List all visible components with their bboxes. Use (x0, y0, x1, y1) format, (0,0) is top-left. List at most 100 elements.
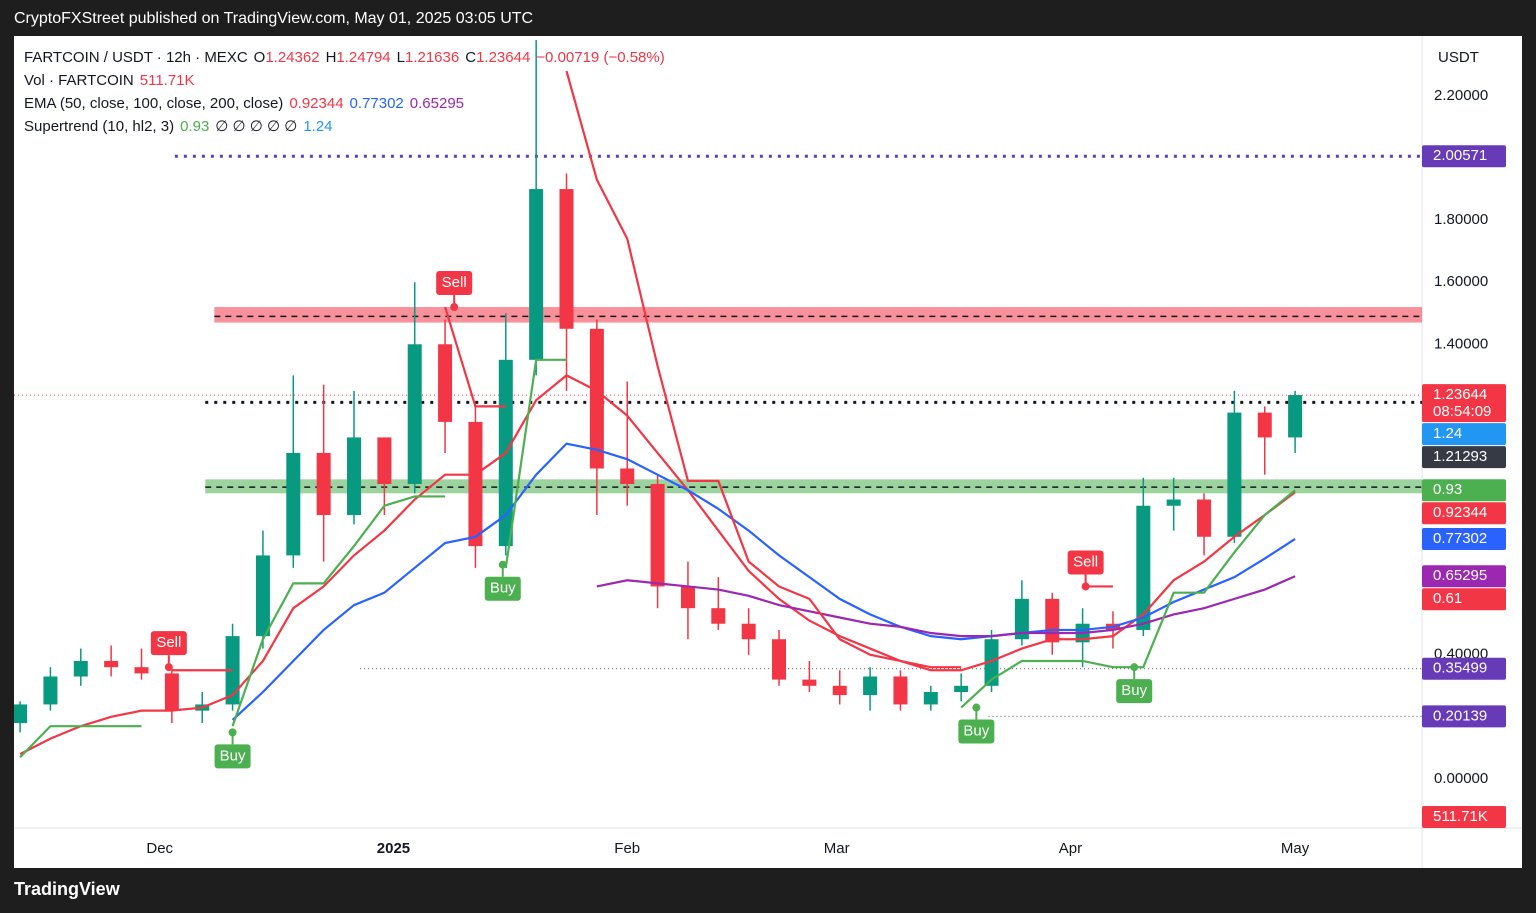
price-badge (1422, 384, 1506, 423)
signal-badge (150, 631, 187, 656)
plot: Sell Buy Sell Buy Buy Sell Buy (14, 40, 1422, 769)
candle-body (589, 328, 604, 469)
logo: TradingView (14, 879, 120, 899)
indicator-value: ∅ ∅ ∅ ∅ ∅ (215, 118, 298, 135)
candle-body (1136, 505, 1151, 630)
legend-row: Vol · FARTCOIN 511.71K (24, 69, 671, 92)
candle-body (620, 468, 635, 485)
chart-background (14, 36, 1522, 868)
volume-badge (1422, 806, 1506, 828)
price-badge-label: 0.20139 (1433, 707, 1487, 724)
candle-body (1288, 395, 1303, 438)
candle-body (893, 676, 908, 705)
signal-badge (1067, 550, 1104, 575)
legend-row: EMA (50, close, 100, close, 200, close) 0… (24, 92, 671, 115)
symbol: FARTCOIN / USDT · 12h · MEXC (24, 49, 248, 66)
candle-body (954, 685, 969, 693)
ohlc-value: 1.24362 (265, 49, 320, 66)
candle-body (468, 421, 483, 547)
indicator-name: EMA (50, close, 100, close, 200, close) (24, 95, 284, 112)
candle-body (650, 484, 665, 587)
signal-point (450, 303, 459, 312)
signal-point (972, 703, 981, 712)
signal-label: Buy (963, 723, 989, 740)
indicator-line (19, 725, 142, 758)
price-badge-label: 1.23644 (1433, 386, 1487, 403)
y-tick-label: 1.80000 (1434, 211, 1488, 228)
signal-label: Buy (220, 747, 246, 764)
indicator-line (565, 70, 962, 669)
candle-body (984, 639, 999, 686)
publisher-note: CryptoFXStreet published on TradingView.… (14, 10, 534, 27)
candle-body (529, 189, 544, 360)
candle-body (104, 660, 119, 668)
candle-body (559, 189, 574, 329)
indicator-line (19, 374, 1296, 756)
candle-body (680, 586, 695, 609)
price-badge-label: 0.35499 (1433, 660, 1487, 677)
signal-label: Sell (156, 634, 181, 651)
candle-body (1257, 412, 1272, 438)
indicator-value: 0.93 (180, 118, 210, 135)
price-badge-label: 0.92344 (1433, 504, 1487, 521)
signal-badge (958, 719, 995, 744)
ohlc-key: L (396, 49, 405, 66)
price-badge (1422, 446, 1506, 469)
signal-label: Buy (1121, 682, 1147, 699)
signal-badge (436, 271, 473, 296)
candle-body (1197, 499, 1212, 537)
signal-label: Sell (442, 274, 467, 291)
candle-body (164, 673, 179, 711)
indicator-name: Vol · FARTCOIN (24, 72, 134, 89)
indicator-line (504, 358, 567, 568)
price-badge-label: 2.00571 (1433, 147, 1487, 164)
indicator-line (231, 495, 446, 727)
candle-body (923, 692, 938, 705)
price-badge-label: 1.21293 (1433, 448, 1487, 465)
candle-body (1014, 598, 1029, 640)
ohlc-key: H (325, 49, 337, 66)
price-badge (1422, 588, 1506, 611)
indicator-line (596, 575, 1296, 638)
indicator-value: 0.92344 (289, 95, 344, 112)
currency-label: USDT (1438, 49, 1479, 66)
indicator-line (231, 442, 1296, 721)
signal-label: Buy (490, 580, 516, 597)
indicator-value: 0.65295 (409, 95, 465, 112)
ohlc-value: 1.21636 (404, 49, 460, 66)
signal-point (1081, 582, 1090, 591)
indicator-name: Supertrend (10, hl2, 3) (24, 118, 175, 135)
candle-body (832, 685, 847, 696)
price-badge (1422, 657, 1506, 680)
candle-body (43, 676, 58, 705)
signal-badge (214, 744, 251, 769)
signal-point (164, 663, 173, 672)
price-badge-label: 1.24 (1433, 425, 1462, 442)
candle-body (802, 679, 817, 686)
indicator-value: 511.71K (139, 72, 195, 89)
indicator-value: 0.77302 (349, 95, 404, 112)
ohlc-value: 1.23644 (476, 49, 531, 66)
indicator-line (960, 489, 1296, 709)
legend-row: Supertrend (10, hl2, 3) 0.93 ∅ ∅ ∅ ∅ ∅ 1.24 (24, 115, 671, 138)
candle-body (1227, 412, 1242, 537)
candle-body (772, 639, 787, 680)
signal-label: Sell (1073, 553, 1098, 570)
x-tick-label: 2025 (377, 840, 410, 857)
candle-body (741, 623, 756, 640)
candle-body (316, 452, 331, 516)
candle-body (134, 667, 149, 674)
signal-point (1130, 663, 1139, 672)
candle-body (711, 608, 726, 624)
price-badge (1422, 479, 1506, 502)
candle-body (407, 344, 422, 485)
legend-row: FARTCOIN / USDT · 12h · MEXC O1.24362 H1.2… (24, 46, 671, 69)
price-badge (1422, 423, 1506, 446)
y-tick-label: 2.20000 (1434, 87, 1488, 104)
x-tick-label: Mar (824, 840, 850, 857)
x-tick-label: Feb (614, 840, 640, 857)
y-tick-label: 1.60000 (1434, 273, 1488, 290)
candle-body (1166, 499, 1181, 506)
x-tick-label: May (1281, 840, 1310, 857)
